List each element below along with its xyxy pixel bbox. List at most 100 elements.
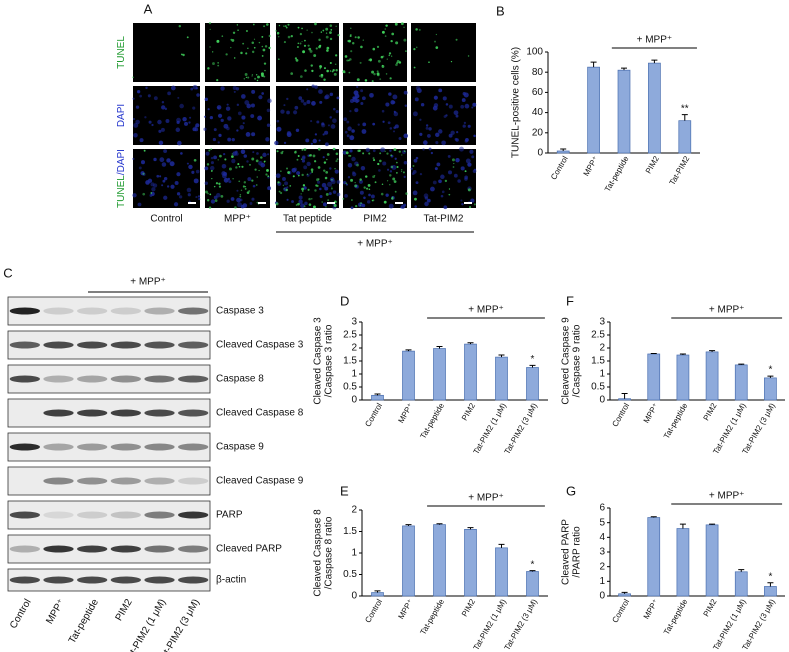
nucleus	[445, 114, 448, 117]
tunel-dot	[232, 178, 234, 180]
y-tick-label: 1.5	[591, 356, 605, 367]
nucleus	[435, 132, 440, 138]
tunel-dot	[329, 61, 332, 65]
tunel-dot	[450, 61, 453, 63]
nucleus	[360, 166, 366, 171]
significance: *	[768, 571, 772, 582]
tunel-dot	[278, 190, 281, 193]
nucleus	[182, 116, 187, 122]
nucleus	[176, 120, 180, 124]
tunel-dot	[348, 154, 351, 157]
nucleus	[205, 151, 210, 156]
x-tick-label: MPP⁺	[642, 402, 661, 425]
y-tick-label: 1	[351, 548, 357, 559]
bar	[402, 350, 415, 401]
nucleus	[242, 203, 248, 208]
tunel-dot	[236, 24, 239, 26]
nucleus	[351, 156, 356, 162]
tunel-dot	[297, 174, 300, 177]
nucleus	[213, 155, 218, 160]
nucleus	[442, 96, 447, 101]
tunel-dot	[362, 152, 365, 155]
nucleus	[169, 161, 175, 167]
y-tick-label: 20	[532, 127, 544, 138]
tunel-dot	[244, 185, 247, 188]
tunel-dot	[233, 57, 236, 59]
nucleus	[318, 89, 323, 94]
nucleus	[166, 158, 171, 163]
y-tick-label: 1	[351, 369, 357, 380]
tunel-dot	[286, 167, 288, 170]
nucleus	[139, 94, 142, 98]
tunel-dot	[428, 61, 430, 63]
tunel-dot	[296, 158, 299, 161]
tunel-dot	[391, 55, 393, 57]
nucleus	[228, 180, 232, 184]
nucleus	[327, 181, 333, 187]
nucleus	[226, 199, 230, 203]
tunel-dot	[255, 159, 259, 163]
tunel-dot	[335, 159, 338, 163]
nucleus	[398, 137, 402, 141]
blot-strip	[7, 534, 211, 564]
tunel-dot	[396, 171, 398, 174]
blot-band	[43, 341, 74, 349]
nucleus	[236, 129, 239, 132]
tunel-dot	[256, 79, 259, 82]
x-tick-label: MPP⁺	[396, 402, 415, 425]
tunel-dot	[311, 198, 313, 200]
nucleus	[388, 203, 394, 209]
tunel-dot	[380, 192, 384, 196]
nucleus	[359, 190, 364, 195]
nucleus	[227, 137, 232, 142]
bar	[617, 69, 631, 154]
y-tick-label: 3	[599, 547, 605, 558]
bar	[676, 528, 690, 597]
bar	[764, 377, 777, 401]
y-tick-label: 1.5	[343, 356, 357, 367]
nucleus	[360, 89, 364, 93]
tunel-dot	[209, 28, 211, 31]
panel-label: F	[566, 293, 574, 308]
nucleus	[246, 103, 252, 109]
nucleus	[195, 123, 200, 128]
blot-band	[110, 477, 141, 485]
tunel-dot	[208, 206, 212, 209]
tunel-dot	[241, 165, 244, 168]
tunel-dot	[277, 181, 280, 184]
blot-band	[178, 443, 209, 451]
nucleus	[223, 153, 226, 156]
blot-band	[110, 307, 141, 315]
micrograph-texture	[132, 84, 200, 146]
nucleus	[415, 181, 419, 185]
tunel-dot	[464, 170, 467, 173]
row-label: TUNEL/DAPI	[116, 149, 127, 208]
error-bar	[498, 354, 505, 358]
tunel-dot	[228, 167, 232, 171]
tunel-dot	[345, 151, 349, 155]
tunel-dot	[415, 28, 418, 31]
nucleus	[250, 103, 255, 108]
row-label-part: /DAPI	[116, 149, 127, 175]
tunel-dot	[403, 38, 407, 42]
nucleus	[461, 202, 464, 206]
y-tick-label: 2	[351, 343, 357, 354]
tunel-dot	[251, 157, 255, 161]
tunel-dot	[245, 76, 248, 79]
nucleus	[163, 149, 168, 154]
nucleus	[177, 96, 180, 99]
nucleus	[403, 90, 408, 95]
nucleus	[448, 133, 453, 138]
nucleus	[306, 99, 311, 104]
tunel-dot	[246, 191, 250, 195]
row-label-part: TUNEL	[116, 175, 127, 208]
tunel-dot	[193, 158, 197, 162]
nucleus	[163, 195, 168, 200]
nucleus	[160, 127, 165, 132]
tunel-dot	[388, 54, 391, 57]
group-label: + MPP⁺	[709, 305, 745, 316]
nucleus	[243, 154, 247, 158]
error-bar	[436, 345, 443, 349]
nucleus	[347, 162, 353, 168]
y-axis-label: TUNEL-positive cells (%)	[511, 47, 522, 158]
